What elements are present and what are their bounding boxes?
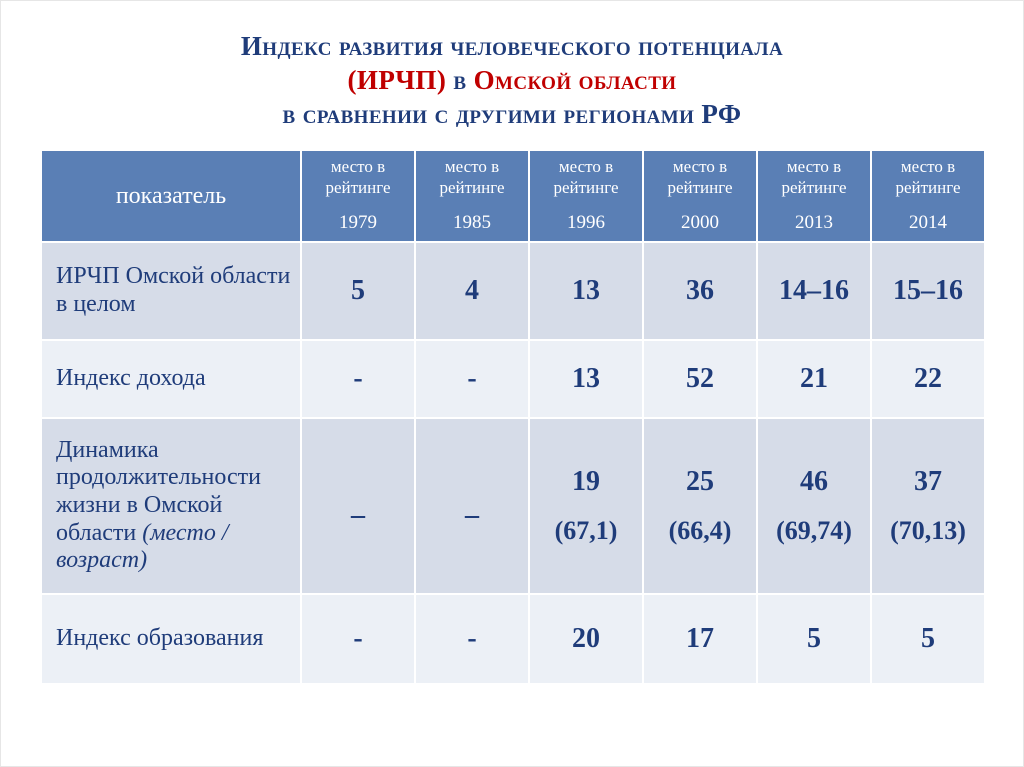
cell: 37 (70,13) — [871, 418, 985, 594]
cell-value: 22 — [914, 363, 942, 394]
cell-value: - — [467, 623, 476, 654]
table-row: Индекс образования - - 20 17 5 5 — [41, 594, 985, 684]
cell: 52 — [643, 340, 757, 418]
cell: 20 — [529, 594, 643, 684]
cell-value: 5 — [921, 623, 935, 654]
cell-value: 14–16 — [779, 275, 849, 306]
cell-value: _ — [465, 490, 479, 521]
header-year-5: место в рейтинге 2014 — [871, 150, 985, 242]
cell-value: 5 — [807, 623, 821, 654]
cell-value: 37 — [914, 466, 942, 497]
hdi-table: показатель место в рейтинге 1979 место в… — [40, 149, 986, 685]
cell-value: 25 — [686, 466, 714, 497]
row-label: Индекс дохода — [41, 340, 301, 418]
row-label-text: ИРЧП Омской области в целом — [56, 263, 290, 317]
cell: 21 — [757, 340, 871, 418]
header-year-0: место в рейтинге 1979 — [301, 150, 415, 242]
cell-value: 20 — [572, 623, 600, 654]
row-label: Индекс образования — [41, 594, 301, 684]
title-in: в — [446, 65, 473, 95]
table-header-row: показатель место в рейтинге 1979 место в… — [41, 150, 985, 242]
row-label-text: Индекс дохода — [56, 365, 206, 391]
cell: 5 — [871, 594, 985, 684]
header-label: место в рейтинге — [764, 157, 864, 212]
cell: _ — [301, 418, 415, 594]
cell-sub: (70,13) — [876, 516, 980, 546]
cell-value: 13 — [572, 275, 600, 306]
cell: 4 — [415, 242, 529, 340]
cell-value: - — [353, 363, 362, 394]
header-year-4: место в рейтинге 2013 — [757, 150, 871, 242]
header-year: 1979 — [308, 212, 408, 235]
title-region: Омской области — [474, 65, 677, 95]
header-label: место в рейтинге — [422, 157, 522, 212]
cell: 17 — [643, 594, 757, 684]
cell-value: 17 — [686, 623, 714, 654]
header-year: 2013 — [764, 212, 864, 235]
cell: - — [301, 340, 415, 418]
cell: 13 — [529, 340, 643, 418]
cell-value: - — [467, 363, 476, 394]
cell-sub: (66,4) — [648, 516, 752, 546]
header-year: 2014 — [878, 212, 978, 235]
title-line1: Индекс развития человеческого потенциала — [241, 31, 783, 61]
header-year: 1985 — [422, 212, 522, 235]
header-year-1: место в рейтинге 1985 — [415, 150, 529, 242]
header-year-3: место в рейтинге 2000 — [643, 150, 757, 242]
table-row: ИРЧП Омской области в целом 5 4 13 36 14… — [41, 242, 985, 340]
header-indicator: показатель — [41, 150, 301, 242]
cell: - — [301, 594, 415, 684]
cell: 36 — [643, 242, 757, 340]
cell-sub: (67,1) — [534, 516, 638, 546]
cell: _ — [415, 418, 529, 594]
cell-value: 36 — [686, 275, 714, 306]
slide-title: Индекс развития человеческого потенциала… — [40, 30, 984, 131]
row-label: ИРЧП Омской области в целом — [41, 242, 301, 340]
cell-value: 5 — [351, 275, 365, 306]
row-label: Динамика продолжительности жизни в Омско… — [41, 418, 301, 594]
title-abbrev: (ИРЧП) — [348, 65, 447, 95]
cell-sub: (69,74) — [762, 516, 866, 546]
cell: 22 — [871, 340, 985, 418]
cell-value: 21 — [800, 363, 828, 394]
cell-value: 15–16 — [893, 275, 963, 306]
cell: 5 — [757, 594, 871, 684]
title-line3: в сравнении с другими регионами РФ — [283, 99, 742, 129]
table-row: Индекс дохода - - 13 52 21 22 — [41, 340, 985, 418]
cell: - — [415, 594, 529, 684]
cell-value: 4 — [465, 275, 479, 306]
cell: 5 — [301, 242, 415, 340]
cell: 25 (66,4) — [643, 418, 757, 594]
cell-value: 46 — [800, 466, 828, 497]
header-label: место в рейтинге — [308, 157, 408, 212]
header-label: место в рейтинге — [878, 157, 978, 212]
cell: 14–16 — [757, 242, 871, 340]
cell-value: 52 — [686, 363, 714, 394]
cell-value: 13 — [572, 363, 600, 394]
cell-value: 19 — [572, 466, 600, 497]
cell: 19 (67,1) — [529, 418, 643, 594]
header-year: 1996 — [536, 212, 636, 235]
row-label-text: Индекс образования — [56, 625, 263, 651]
cell-value: - — [353, 623, 362, 654]
header-year-2: место в рейтинге 1996 — [529, 150, 643, 242]
cell-value: _ — [351, 490, 365, 521]
cell: - — [415, 340, 529, 418]
header-label: место в рейтинге — [536, 157, 636, 212]
cell: 13 — [529, 242, 643, 340]
cell: 15–16 — [871, 242, 985, 340]
header-label: место в рейтинге — [650, 157, 750, 212]
cell: 46 (69,74) — [757, 418, 871, 594]
table-row: Динамика продолжительности жизни в Омско… — [41, 418, 985, 594]
header-year: 2000 — [650, 212, 750, 235]
